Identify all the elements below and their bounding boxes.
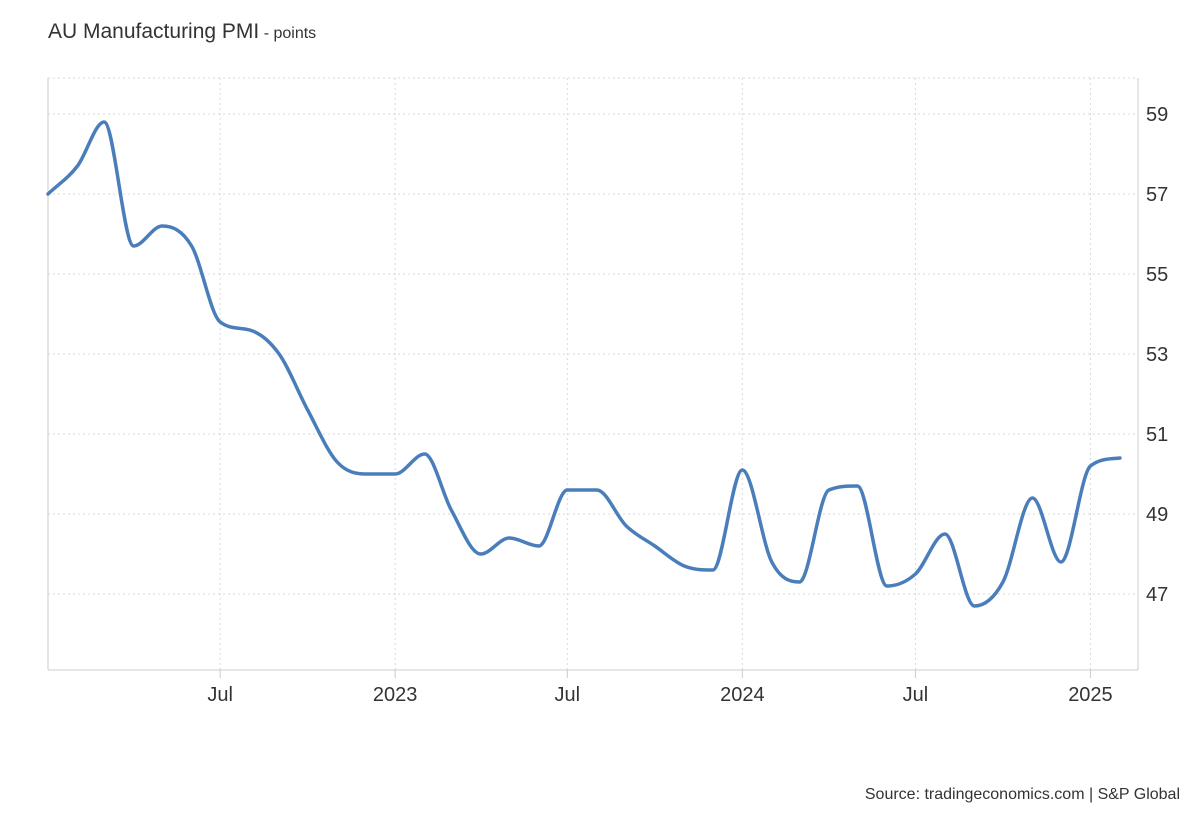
chart-title: AU Manufacturing PMI xyxy=(48,20,260,43)
y-tick-label: 55 xyxy=(1146,264,1168,286)
chart-title-row: AU Manufacturing PMI - points xyxy=(48,20,316,44)
x-tick-label: 2023 xyxy=(373,684,418,706)
y-tick-label: 51 xyxy=(1146,424,1168,446)
y-tick-label: 47 xyxy=(1146,584,1168,606)
y-tick-label: 59 xyxy=(1146,104,1168,126)
x-tick-label: Jul xyxy=(555,684,581,706)
chart-subtitle: - points xyxy=(259,25,317,42)
series-line xyxy=(46,120,1122,608)
x-tick-label: 2025 xyxy=(1068,684,1113,706)
source-credit: Source: tradingeconomics.com | S&P Globa… xyxy=(864,786,1180,803)
y-tick-label: 57 xyxy=(1146,184,1168,206)
x-tick-label: 2024 xyxy=(720,684,765,706)
y-tick-label: 49 xyxy=(1146,504,1168,526)
x-tick-label: Jul xyxy=(207,684,233,706)
x-tick-label: Jul xyxy=(903,684,929,706)
y-tick-label: 53 xyxy=(1146,344,1168,366)
